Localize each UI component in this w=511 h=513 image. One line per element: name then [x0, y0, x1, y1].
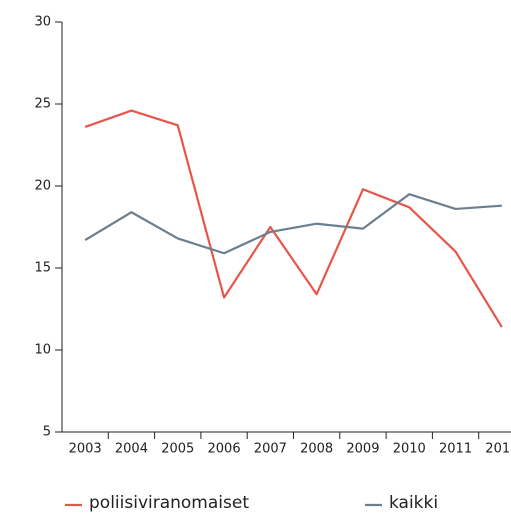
series-line [84, 109, 503, 328]
x-tick-label: 2010 [393, 442, 426, 457]
legend-label: kaikki [389, 493, 438, 513]
x-tick-label: 2004 [115, 442, 148, 457]
x-tick-label: 2006 [208, 442, 241, 457]
y-tick-label: 5 [43, 425, 51, 440]
x-tick-label: 2012 [485, 442, 511, 457]
x-tick-label: 2005 [161, 442, 194, 457]
y-tick-label: 15 [34, 261, 51, 276]
x-tick-label: 2009 [346, 442, 379, 457]
y-tick-label: 10 [34, 343, 51, 358]
x-tick-label: 2008 [300, 442, 333, 457]
series-line [84, 193, 502, 255]
x-tick-label: 2003 [69, 442, 102, 457]
y-tick-label: 30 [34, 15, 51, 30]
x-tick-label: 2007 [254, 442, 287, 457]
y-tick-label: 20 [34, 179, 51, 194]
y-tick-label: 25 [34, 97, 51, 112]
x-tick-label: 2011 [439, 442, 472, 457]
legend-label: poliisiviranomaiset [89, 493, 249, 513]
